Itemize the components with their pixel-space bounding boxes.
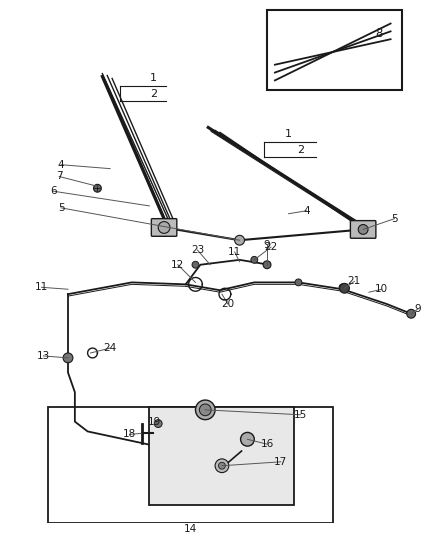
Text: 9: 9 [415, 304, 421, 314]
Text: 17: 17 [274, 457, 287, 467]
Text: 5: 5 [391, 214, 398, 224]
Text: 6: 6 [50, 186, 57, 196]
Text: 11: 11 [35, 282, 48, 292]
Circle shape [63, 353, 73, 363]
Text: 12: 12 [171, 260, 184, 270]
Text: 10: 10 [375, 284, 389, 294]
Text: 16: 16 [261, 439, 274, 449]
Bar [149, 407, 294, 505]
Text: 14: 14 [184, 524, 197, 533]
Circle shape [263, 261, 271, 269]
Circle shape [93, 184, 101, 192]
FancyBboxPatch shape [152, 219, 177, 236]
FancyBboxPatch shape [350, 221, 376, 238]
Bar [267, 10, 403, 90]
Text: 23: 23 [191, 245, 204, 255]
Text: 9: 9 [264, 240, 270, 250]
Text: 1: 1 [285, 130, 292, 139]
Circle shape [154, 419, 162, 427]
Circle shape [358, 224, 368, 235]
Circle shape [251, 256, 258, 263]
Circle shape [159, 223, 169, 232]
Text: 2: 2 [150, 89, 157, 99]
Circle shape [199, 404, 211, 416]
Text: 8: 8 [375, 27, 382, 40]
Circle shape [339, 284, 346, 290]
Circle shape [339, 284, 350, 293]
Text: 7: 7 [56, 172, 63, 182]
Text: 18: 18 [123, 430, 136, 439]
Text: 4: 4 [303, 206, 310, 216]
Circle shape [407, 309, 416, 318]
Text: 21: 21 [348, 277, 361, 286]
Text: 2: 2 [297, 145, 304, 155]
Text: 19: 19 [148, 417, 161, 426]
Text: 20: 20 [221, 299, 234, 309]
Text: 24: 24 [103, 343, 117, 353]
Circle shape [295, 279, 302, 286]
Text: 11: 11 [228, 247, 241, 257]
Circle shape [215, 459, 229, 473]
Text: 22: 22 [265, 242, 278, 252]
Circle shape [235, 236, 244, 245]
Text: 15: 15 [294, 410, 307, 420]
Circle shape [195, 400, 215, 419]
Text: 1: 1 [150, 74, 157, 84]
Bar [48, 407, 333, 523]
Text: 4: 4 [58, 160, 64, 169]
Circle shape [158, 222, 170, 233]
Text: 13: 13 [37, 351, 50, 361]
Circle shape [240, 432, 254, 446]
Text: 5: 5 [58, 203, 64, 213]
Circle shape [192, 261, 199, 268]
Circle shape [219, 462, 226, 469]
